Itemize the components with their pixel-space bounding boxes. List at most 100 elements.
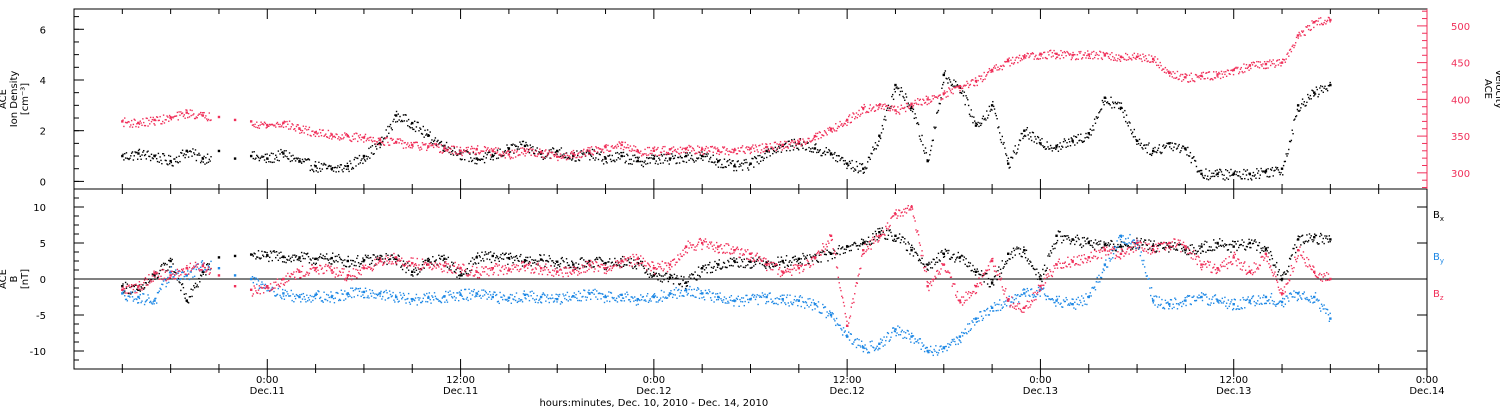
sample-dot	[966, 97, 967, 98]
sample-dot	[921, 104, 922, 105]
sample-dot	[1160, 151, 1161, 152]
sample-dot	[492, 255, 493, 256]
sample-dot	[603, 163, 604, 164]
sample-dot	[281, 125, 282, 126]
sample-dot	[977, 271, 978, 272]
sample-dot	[906, 96, 907, 97]
sample-dot	[1261, 65, 1262, 66]
sample-dot	[981, 75, 982, 76]
sample-dot	[603, 152, 604, 153]
sample-dot	[1267, 168, 1268, 169]
sample-dot	[646, 270, 647, 271]
sample-dot	[610, 159, 611, 160]
sample-dot	[1109, 54, 1110, 55]
sample-dot	[349, 160, 350, 161]
sample-dot	[594, 159, 595, 160]
sample-dot	[186, 150, 187, 151]
sample-dot	[302, 298, 303, 299]
sample-dot	[256, 121, 257, 122]
sample-dot	[908, 243, 909, 244]
sample-dot	[631, 258, 632, 259]
sample-dot	[1051, 147, 1052, 148]
sample-dot	[704, 150, 705, 151]
sample-dot	[1235, 241, 1236, 242]
data-point	[1007, 60, 1009, 62]
sample-dot	[1090, 134, 1091, 135]
sample-dot	[1185, 149, 1186, 150]
sample-dot	[564, 155, 565, 156]
sample-dot	[1181, 147, 1182, 148]
sample-dot	[728, 261, 729, 262]
sample-dot	[400, 140, 401, 141]
sample-dot	[381, 256, 382, 257]
sample-dot	[301, 132, 302, 133]
sample-dot	[1027, 258, 1028, 259]
sample-dot	[1069, 239, 1070, 240]
y-tick-label: -10	[30, 347, 46, 358]
sample-dot	[154, 124, 155, 125]
sample-dot	[314, 165, 315, 166]
sample-dot	[284, 261, 285, 262]
data-point	[218, 256, 220, 258]
sample-dot	[836, 130, 837, 131]
sample-dot	[132, 151, 133, 152]
sample-dot	[692, 158, 693, 159]
sample-dot	[544, 266, 545, 267]
sample-dot	[404, 295, 405, 296]
sample-dot	[192, 289, 193, 290]
sample-dot	[502, 253, 503, 254]
sample-dot	[146, 118, 147, 119]
sample-dot	[1141, 61, 1142, 62]
sample-dot	[827, 152, 828, 153]
sample-dot	[698, 151, 699, 152]
sample-dot	[950, 259, 951, 260]
sample-dot	[1091, 130, 1092, 131]
sample-dot	[663, 154, 664, 155]
sample-dot	[392, 292, 393, 293]
sample-dot	[1316, 20, 1317, 21]
sample-dot	[1297, 35, 1298, 36]
sample-dot	[860, 114, 861, 115]
sample-dot	[291, 261, 292, 262]
sample-dot	[517, 148, 518, 149]
sample-dot	[805, 144, 806, 145]
sample-dot	[172, 165, 173, 166]
sample-dot	[860, 243, 861, 244]
sample-dot	[784, 141, 785, 142]
sample-dot	[869, 108, 870, 109]
sample-dot	[300, 161, 301, 162]
sample-dot	[597, 259, 598, 260]
sample-dot	[318, 136, 319, 137]
sample-dot	[676, 162, 677, 163]
sample-dot	[534, 153, 535, 154]
data-point	[282, 292, 284, 294]
sample-dot	[492, 159, 493, 160]
sample-dot	[812, 260, 813, 261]
sample-dot	[332, 167, 333, 168]
sample-dot	[354, 289, 355, 290]
sample-dot	[855, 169, 856, 170]
sample-dot	[844, 163, 845, 164]
sample-dot	[1133, 57, 1134, 58]
sample-dot	[711, 267, 712, 268]
sample-dot	[788, 266, 789, 267]
sample-dot	[277, 122, 278, 123]
sample-dot	[1216, 169, 1217, 170]
sample-dot	[364, 136, 365, 137]
sample-dot	[463, 299, 464, 300]
sample-dot	[593, 157, 594, 158]
sample-dot	[977, 124, 978, 125]
sample-dot	[973, 271, 974, 272]
sample-dot	[353, 260, 354, 261]
sample-dot	[402, 297, 403, 298]
sample-dot	[783, 148, 784, 149]
sample-dot	[691, 155, 692, 156]
sample-dot	[323, 292, 324, 293]
sample-dot	[937, 97, 938, 98]
sample-dot	[375, 256, 376, 257]
sample-dot	[624, 264, 625, 265]
sample-dot	[779, 143, 780, 144]
sample-dot	[451, 146, 452, 147]
sample-dot	[1060, 149, 1061, 150]
sample-dot	[323, 255, 324, 256]
